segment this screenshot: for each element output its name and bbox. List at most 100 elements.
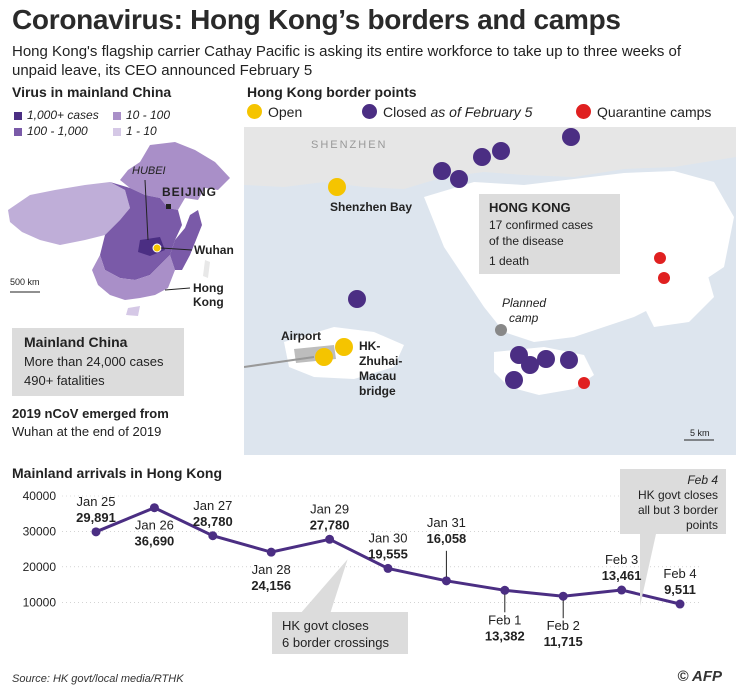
camp-dot-icon [576, 104, 591, 119]
point-value-label: 29,891 [76, 510, 116, 525]
china-region-south [92, 255, 175, 300]
china-panel-title: Virus in mainland China [12, 84, 172, 100]
closed-crossing-3-icon [473, 148, 491, 166]
point-value-label: 24,156 [251, 578, 291, 593]
airport-open-icon [315, 348, 333, 366]
closed-dot-icon [362, 104, 377, 119]
annotation-1-pointer [300, 559, 348, 614]
data-point [266, 547, 276, 557]
point-value-label: 13,382 [485, 628, 525, 643]
legend-swatch [113, 127, 121, 136]
hzmb-label-3: Macau [359, 369, 397, 383]
closed-ferry-3-icon [521, 356, 539, 374]
point-value-label: 28,780 [193, 514, 233, 529]
page-title: Coronavirus: Hong Kong’s borders and cam… [12, 4, 621, 35]
data-point [617, 585, 627, 595]
mainland-china-box-title: Mainland China [24, 334, 128, 350]
hainan-island [126, 306, 140, 316]
map-scale-label: 5 km [690, 428, 710, 438]
point-value-label: 16,058 [427, 531, 467, 546]
point-date-label: Jan 25 [76, 494, 115, 509]
point-value-label: 9,511 [664, 582, 696, 597]
data-point [383, 563, 393, 573]
annotation-1-line1: HK govt closes [282, 618, 369, 633]
beijing-marker [166, 204, 171, 209]
data-point [325, 534, 335, 544]
data-point [500, 585, 510, 595]
data-point [208, 531, 218, 541]
point-value-label: 11,715 [544, 634, 583, 649]
data-point [675, 599, 685, 609]
point-date-label: Jan 29 [310, 501, 349, 516]
point-date-label: Jan 30 [368, 530, 407, 545]
afp-logo: © AFP [677, 668, 722, 685]
point-value-label: 19,555 [368, 546, 408, 561]
hk-leader [164, 287, 191, 291]
shenzhen-label: SHENZHEN [311, 139, 388, 151]
china-scale-label: 500 km [10, 277, 40, 287]
annotation-2-pointer [640, 534, 656, 607]
data-point [441, 576, 451, 586]
hong-kong-cases-1: 17 confirmed cases [489, 218, 594, 232]
mainland-china-box: Mainland China More than 24,000 cases 49… [12, 328, 184, 396]
closed-crossing-1-icon [433, 162, 451, 180]
data-point [558, 591, 568, 601]
annotation-box-2: Feb 4 HK govt closes all but 3 border po… [620, 469, 726, 534]
hzmb-bridge [244, 356, 315, 368]
taiwan-island [203, 260, 210, 278]
annotation-box-1: HK govt closes 6 border crossings [272, 612, 408, 654]
point-date-label: Jan 28 [252, 562, 291, 577]
china-region-center [100, 182, 182, 280]
hong-kong-label-1: Hong [193, 281, 224, 295]
y-tick-label: 30000 [23, 524, 57, 538]
quarantine-camp-1-icon [654, 252, 666, 264]
china-region-west [8, 182, 130, 245]
open-dot-icon [247, 104, 262, 119]
hubei-label: HUBEI [132, 165, 166, 177]
planned-camp-label-1: Planned [502, 296, 547, 310]
chart-annotation-leaders [300, 534, 656, 619]
shenzhen-bay-open-icon [328, 178, 346, 196]
chart-y-ticks: 40000 30000 20000 10000 [23, 489, 57, 609]
quarantine-camp-2-icon [658, 272, 670, 284]
planned-camp-label-2: camp [509, 311, 539, 325]
hubei-leader [144, 179, 149, 241]
hong-kong-box: HONG KONG 17 confirmed cases of the dise… [479, 194, 620, 274]
point-date-label: Feb 4 [663, 566, 696, 581]
hzmb-label-1: HK- [359, 339, 381, 353]
legend-item-10-100: 10 - 100 [113, 108, 170, 122]
closed-ferry-5-icon [560, 351, 578, 369]
point-date-label: Jan 27 [193, 498, 232, 513]
mainland-china-fatalities: 490+ fatalities [24, 373, 105, 388]
map-panel-title: Hong Kong border points [247, 84, 417, 100]
china-region-north [120, 142, 230, 210]
point-date-label: Feb 3 [605, 552, 638, 567]
planned-camp-icon [495, 324, 507, 336]
annotation-1-line2: 6 border crossings [282, 635, 389, 650]
source-note: Source: HK govt/local media/RTHK [12, 673, 184, 685]
wuhan-label: Wuhan [194, 243, 234, 257]
airport-label: Airport [281, 329, 321, 343]
legend-item-100-1000: 100 - 1,000 [14, 124, 88, 138]
y-tick-label: 10000 [23, 595, 57, 609]
hzmb-label-2: Zhuhai- [359, 354, 403, 368]
map-legend-closed: Closed as of February 5 [362, 104, 532, 120]
wuhan-marker [152, 243, 162, 253]
legend-swatch [113, 111, 121, 120]
mainland-china-cases: More than 24,000 cases [24, 354, 164, 369]
hong-kong-map [244, 127, 736, 455]
legend-item-1-10: 1 - 10 [113, 124, 157, 138]
quarantine-camp-3-icon [578, 377, 590, 389]
y-tick-label: 40000 [23, 489, 57, 503]
page-subtitle: Hong Kong's flagship carrier Cathay Paci… [12, 43, 682, 79]
map-legend-open: Open [247, 104, 302, 120]
closed-crossing-2-icon [450, 170, 468, 188]
point-value-label: 13,461 [602, 568, 642, 583]
hzmb-open-icon [335, 338, 353, 356]
closed-ferry-1-icon [348, 290, 366, 308]
annotation-2-line1: HK govt closes [637, 488, 718, 502]
data-point [149, 503, 159, 513]
hong-kong-cases-2: of the disease [489, 234, 564, 248]
hong-kong-label-2: Kong [193, 295, 224, 309]
